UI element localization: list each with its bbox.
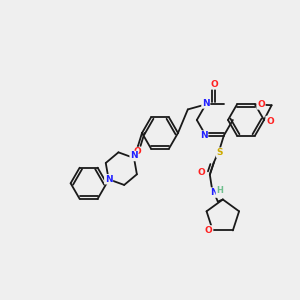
Text: N: N (210, 188, 218, 197)
Text: H: H (216, 186, 223, 195)
Text: O: O (257, 100, 265, 109)
Text: O: O (266, 116, 274, 125)
Text: O: O (211, 80, 219, 89)
Text: N: N (202, 99, 210, 108)
Text: O: O (205, 226, 213, 235)
Text: S: S (217, 148, 223, 157)
Text: N: N (130, 152, 138, 160)
Text: O: O (198, 168, 206, 177)
Text: O: O (133, 148, 141, 157)
Text: N: N (200, 131, 208, 140)
Text: N: N (105, 175, 112, 184)
